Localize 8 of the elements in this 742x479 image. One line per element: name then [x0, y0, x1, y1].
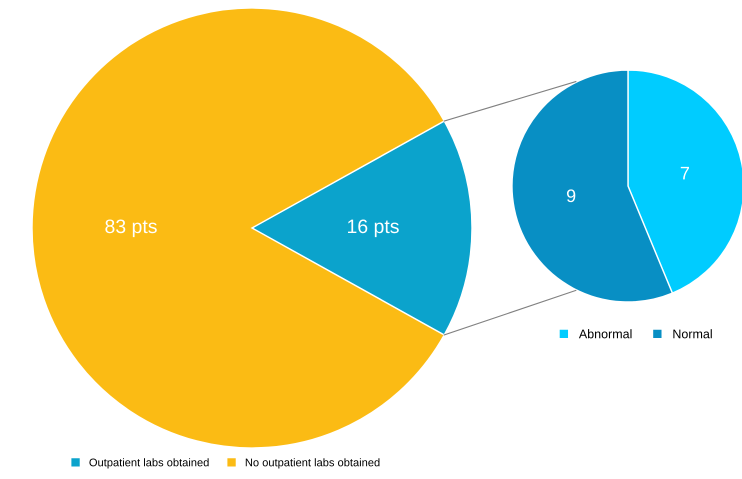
- data-label: 9: [566, 189, 576, 202]
- legend-label: Normal: [673, 329, 712, 338]
- data-label: 7: [680, 166, 689, 180]
- data-label: 16 pts: [348, 219, 399, 238]
- legend-label: Outpatient labs obtained: [89, 458, 209, 469]
- legend-label: Abnormal: [578, 329, 632, 338]
- data-label: 83 pts: [105, 219, 157, 238]
- legend-label: No outpatient labs obtained: [246, 458, 380, 469]
